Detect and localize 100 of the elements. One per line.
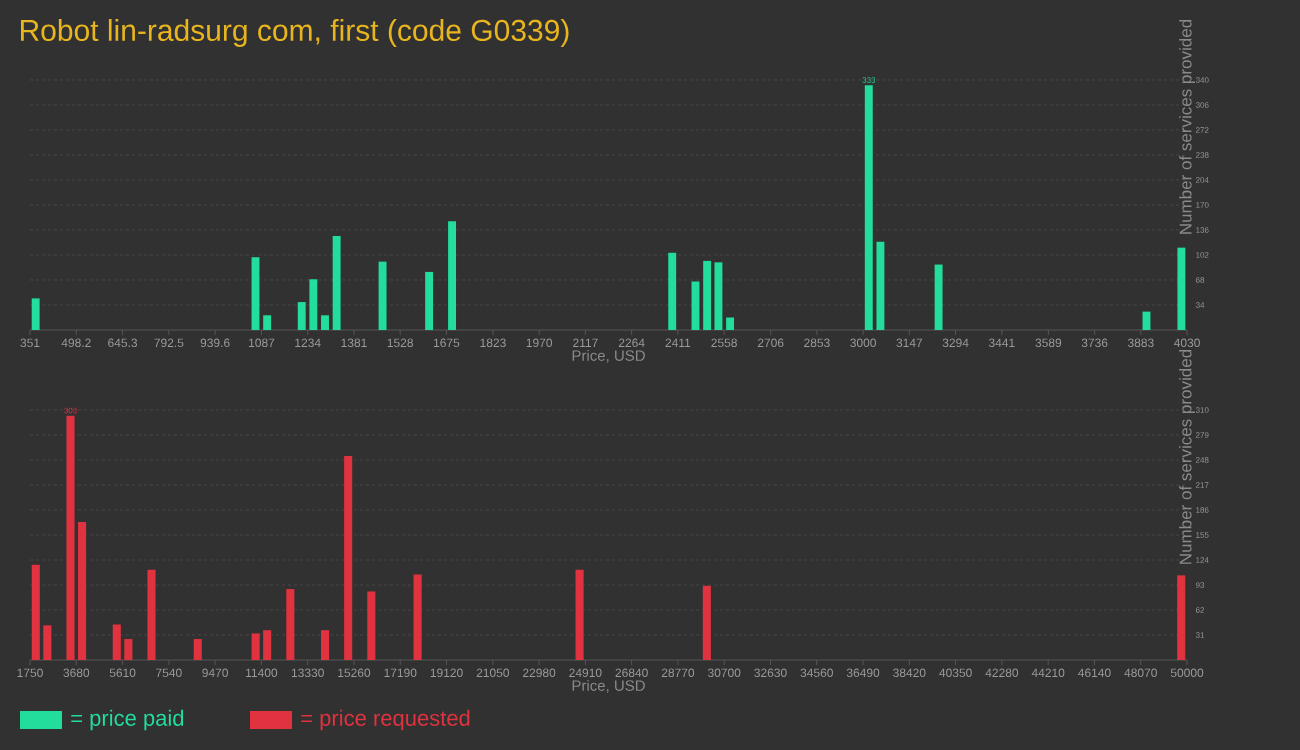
bar — [726, 317, 735, 330]
x-tick-label: 40350 — [939, 668, 972, 678]
x-tick-label: 19120 — [430, 668, 463, 678]
x-axis-title: Price, USD — [572, 349, 645, 363]
bar — [1177, 247, 1186, 330]
y-tick-label: 124 — [1196, 557, 1209, 563]
x-tick-label: 7540 — [156, 668, 182, 678]
x-tick-label: 3680 — [63, 668, 90, 678]
x-tick-label: 42280 — [985, 668, 1019, 678]
bar — [703, 260, 712, 330]
x-tick-label: 9470 — [202, 668, 228, 678]
x-tick-label: 1234 — [295, 338, 321, 348]
x-axis-title: Price, USD — [572, 679, 645, 693]
y-tick-label: 155 — [1196, 532, 1209, 538]
x-tick-label: 3147 — [896, 338, 923, 348]
x-tick-label: 645.3 — [108, 338, 138, 348]
x-tick-label: 13330 — [291, 668, 324, 678]
bar — [263, 630, 272, 660]
bar — [1177, 575, 1186, 660]
y-tick-label: 93 — [1195, 582, 1205, 588]
x-tick-label: 21050 — [476, 668, 510, 678]
y-tick-label: 136 — [1196, 227, 1209, 233]
x-tick-label: 24910 — [569, 668, 602, 678]
bar — [575, 569, 584, 660]
bar — [321, 315, 329, 330]
x-tick-label: 32630 — [754, 668, 787, 678]
x-tick-label: 792.5 — [154, 338, 184, 348]
bar — [702, 585, 711, 660]
bar — [78, 522, 87, 660]
x-tick-label: 36490 — [846, 668, 880, 678]
x-tick-label: 3883 — [1127, 338, 1154, 348]
bar — [934, 264, 943, 330]
x-tick-label: 34560 — [800, 668, 833, 678]
bar — [714, 262, 723, 330]
y-tick-label: 306 — [1195, 102, 1209, 108]
y-tick-label: 34 — [1195, 302, 1205, 308]
y-tick-label: 279 — [1195, 432, 1209, 438]
legend-label: = price requested — [301, 709, 470, 731]
y-axis-title: Number of services provided — [1179, 349, 1195, 564]
bar — [31, 298, 40, 330]
data-label: 333 — [862, 77, 876, 83]
x-tick-label: 46140 — [1078, 668, 1111, 678]
y-tick-label: 170 — [1196, 202, 1209, 208]
bar — [297, 302, 306, 330]
x-tick-label: 1381 — [341, 338, 367, 348]
y-tick-label: 31 — [1195, 632, 1205, 638]
x-tick-label: 1087 — [249, 338, 275, 348]
bar — [321, 630, 330, 660]
x-tick-label: 3000 — [850, 338, 876, 348]
bar — [263, 315, 272, 330]
bar — [413, 574, 422, 660]
bar — [876, 241, 885, 330]
y-tick-label: 204 — [1196, 177, 1209, 183]
x-tick-label: 498.2 — [61, 338, 91, 348]
y-tick-label: 238 — [1196, 152, 1209, 158]
bar — [43, 625, 52, 660]
bar — [344, 455, 353, 660]
x-tick-label: 939.6 — [200, 338, 230, 348]
y-tick-label: 272 — [1196, 127, 1209, 133]
y-tick-label: 340 — [1195, 77, 1209, 83]
x-tick-label: 1823 — [480, 338, 506, 348]
x-tick-label: 351 — [20, 338, 40, 348]
x-tick-label: 22980 — [523, 668, 556, 678]
x-tick-label: 26840 — [615, 668, 648, 678]
x-tick-label: 17190 — [384, 668, 417, 678]
y-tick-label: 62 — [1195, 607, 1205, 613]
bar — [367, 591, 376, 660]
bar — [251, 633, 260, 660]
bar — [124, 639, 133, 660]
x-tick-label: 44210 — [1031, 668, 1065, 678]
y-tick-label: 186 — [1196, 507, 1209, 513]
x-tick-label: 30700 — [707, 668, 741, 678]
x-tick-label: 1970 — [526, 338, 553, 348]
x-tick-label: 2411 — [665, 338, 691, 347]
x-tick-label: 11400 — [246, 668, 278, 678]
x-tick-label: 2264 — [618, 338, 645, 348]
x-tick-label: 2853 — [804, 338, 830, 348]
x-tick-label: 28770 — [661, 668, 695, 678]
x-tick-label: 38420 — [893, 668, 926, 678]
y-tick-label: 68 — [1196, 277, 1205, 283]
data-label: 303 — [64, 407, 77, 414]
x-tick-label: 2117 — [573, 338, 598, 347]
x-tick-label: 1750 — [17, 668, 43, 678]
bar — [286, 589, 295, 660]
bar — [193, 639, 202, 660]
x-tick-label: 3294 — [942, 338, 969, 348]
y-tick-label: 102 — [1196, 252, 1209, 258]
y-tick-label: 248 — [1195, 457, 1209, 463]
bar — [425, 271, 434, 330]
bar — [864, 85, 873, 330]
x-tick-label: 3441 — [988, 338, 1015, 348]
x-tick-label: 3736 — [1081, 338, 1108, 348]
bar — [668, 252, 677, 330]
legend-label: = price paid — [71, 709, 184, 731]
x-tick-label: 5610 — [109, 668, 136, 678]
bar — [332, 235, 341, 330]
y-tick-label: 217 — [1195, 482, 1209, 488]
x-tick-label: 2706 — [757, 338, 784, 348]
bar — [309, 279, 318, 330]
y-axis-title: Number of services provided — [1179, 19, 1195, 234]
